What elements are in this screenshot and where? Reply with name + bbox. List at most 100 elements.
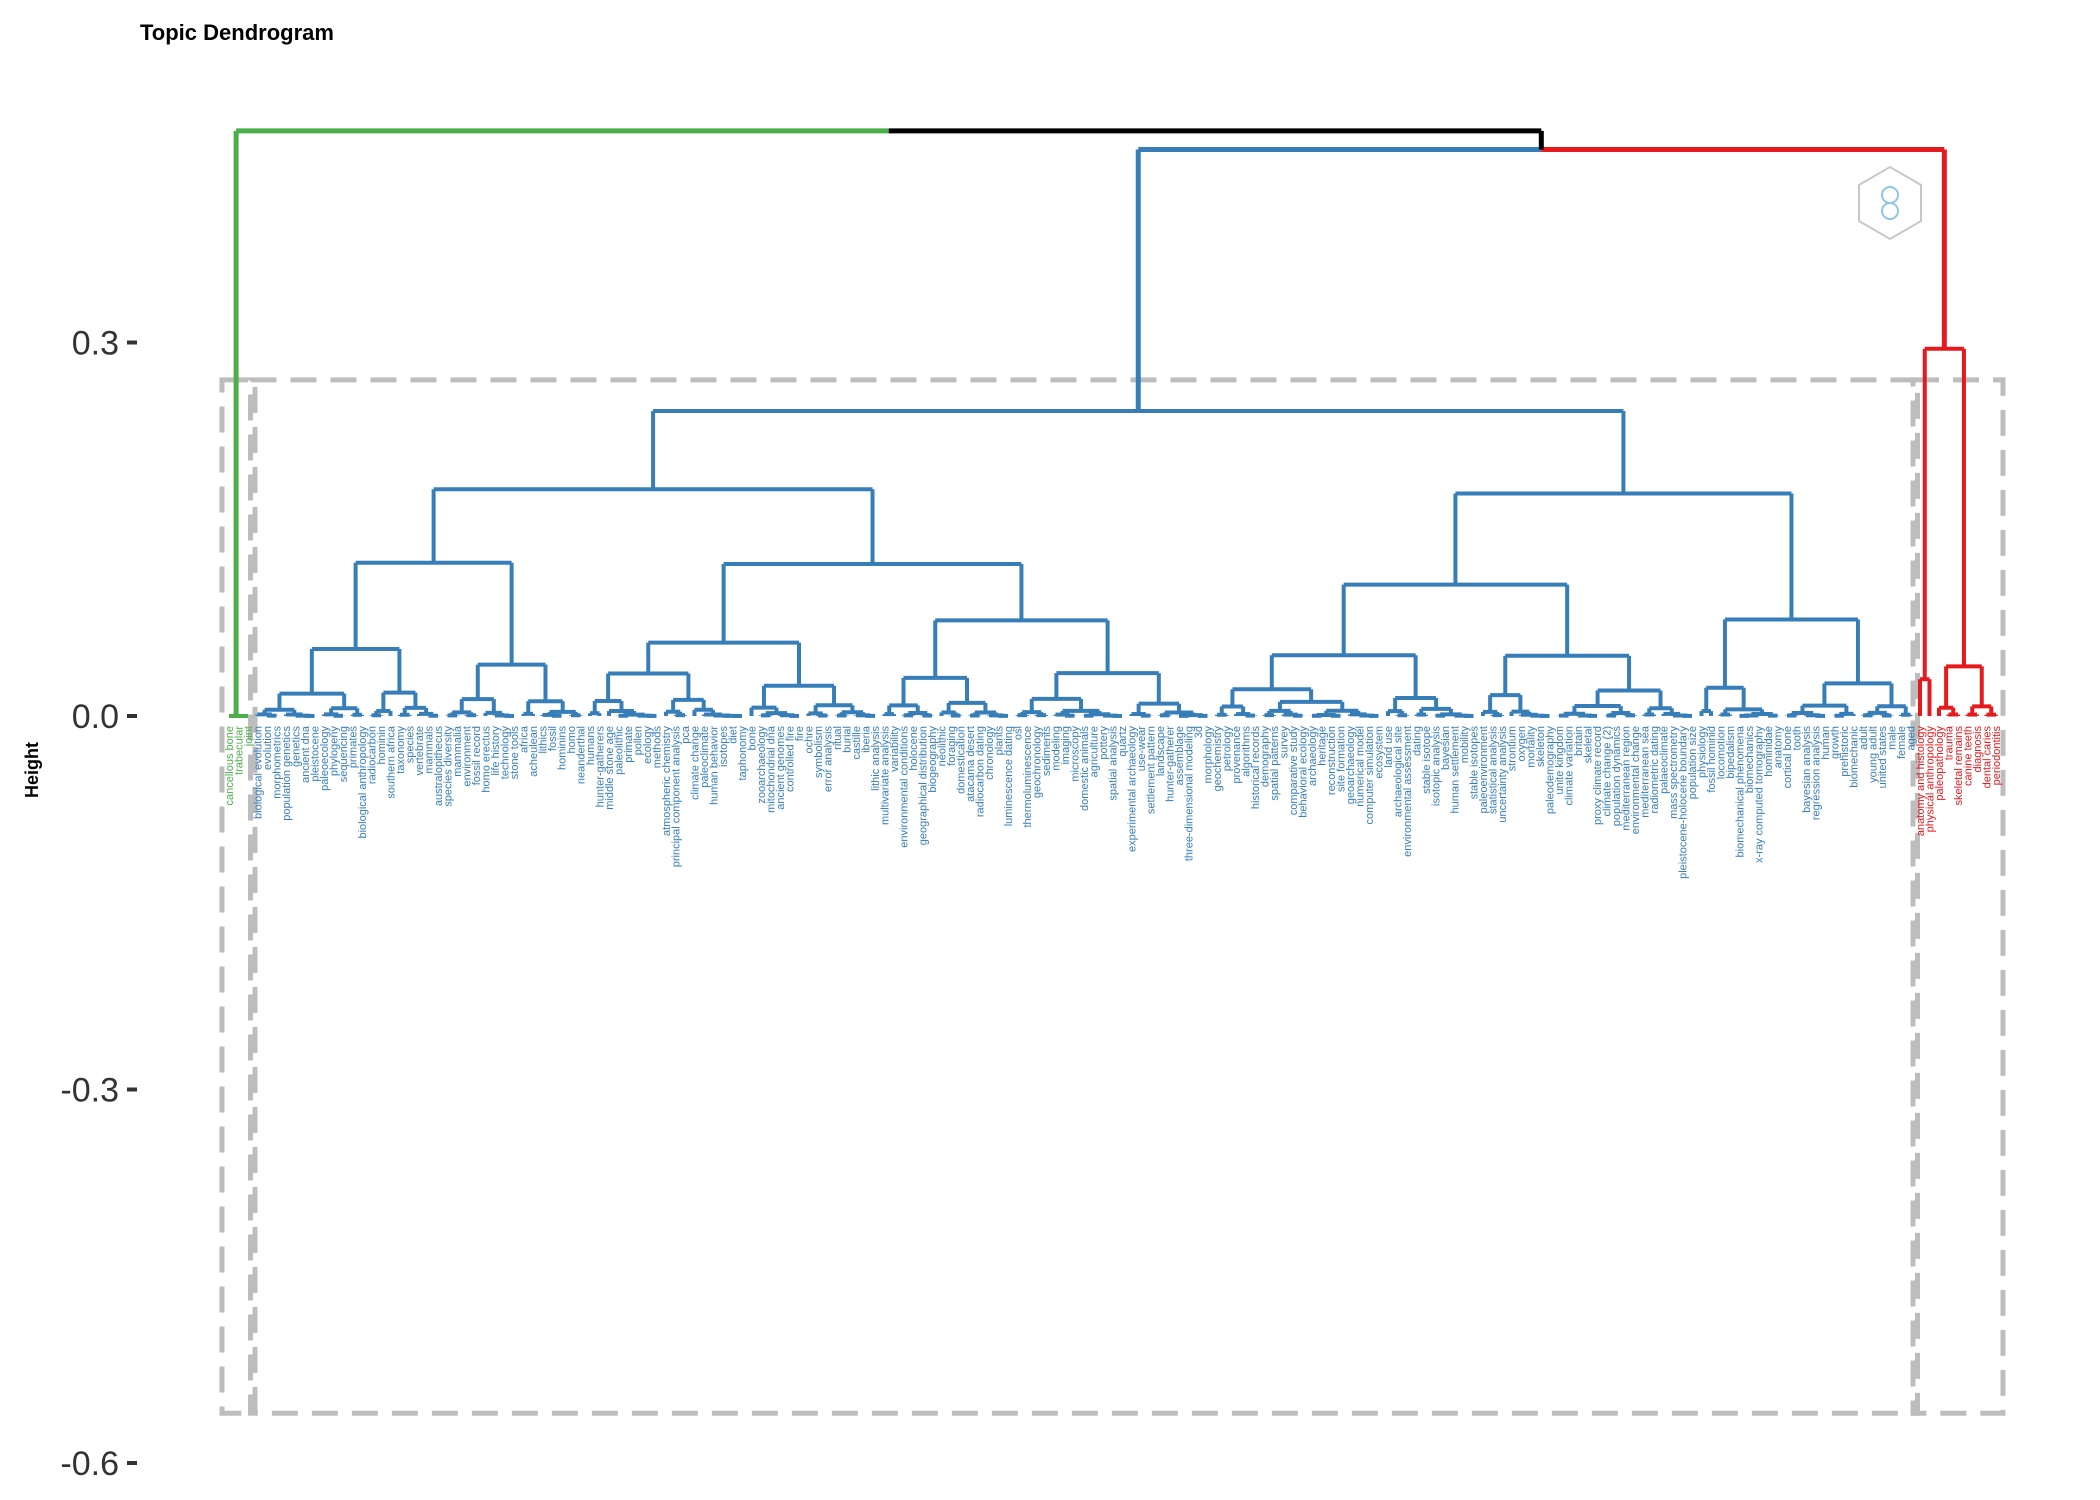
leaf-label: hunter-gatherers (595, 726, 607, 808)
leaf-label: diet (728, 726, 740, 744)
leaf-label: spatial analysis (1108, 726, 1120, 801)
leaf-label: burial (842, 726, 854, 753)
leaf-label: ecology (642, 726, 654, 764)
leaf-label: biological evolution (253, 726, 265, 819)
y-tick-label: 0.0 (72, 698, 119, 736)
leaf-label: acheulean (528, 726, 540, 777)
leaf-label: methods (652, 726, 664, 769)
leaf-label: agriculture (1089, 726, 1101, 777)
leaf-label: environmental conditions (899, 726, 911, 848)
leaf-label: paleoecology (319, 726, 331, 791)
leaf-label: mammals (424, 726, 436, 774)
leaf-label: historical records (1250, 726, 1262, 810)
leaf-label: stone tools (509, 726, 521, 780)
leaf-label: radiocarbon (367, 726, 379, 784)
leaf-label: landscape (1155, 726, 1167, 776)
chart-title: Topic Dendrogram (140, 20, 334, 45)
leaf-label: evolution (262, 726, 274, 770)
leaf-label: assemblage (1174, 726, 1186, 785)
leaf-label: southern africa (386, 725, 398, 799)
leaf-label: ecosystem (1374, 726, 1386, 779)
leaf-label: paleoenvironment (1478, 726, 1490, 813)
leaf-label: spatial patterns (1269, 726, 1281, 801)
leaf-label: skeletal (1583, 726, 1595, 763)
leaf-label: homo (566, 726, 578, 754)
y-tick-label: -0.3 (60, 1072, 119, 1110)
y-tick-label: -0.6 (60, 1445, 119, 1483)
leaf-label: stable isotopes (1469, 726, 1481, 800)
leaf-label: tooth (1792, 726, 1804, 750)
leaf-label: morphology (1203, 726, 1215, 784)
leaf-label: isotopes (718, 726, 730, 767)
leaf-label: multivariate analysis (880, 726, 892, 826)
leaf-label: domestic animals (1079, 726, 1091, 811)
leaf-label: climate change (2) (1602, 726, 1614, 817)
leaf-label: archaeological site (1393, 726, 1405, 817)
leaf-label: sequencing (338, 726, 350, 782)
leaf-label: ancient dna (300, 725, 312, 783)
leaf-label: x-ray computed tomography (1754, 726, 1766, 863)
leaf-label: aged (1906, 726, 1918, 750)
y-axis: 0.3 0.0 -0.3 -0.6 (60, 325, 137, 1483)
leaf-label: anatomy (1773, 726, 1785, 769)
leaf-label: anatomy and histology (1915, 726, 1927, 837)
leaf-label: radiocarbon dating (975, 726, 987, 817)
leaf-label: archaeology (1307, 726, 1319, 786)
leaf-label: paleoclimate (699, 726, 711, 788)
leaf-label: plants (994, 726, 1006, 756)
watermark-ring-bottom (1881, 202, 1899, 220)
leaf-label: human settlement (1450, 726, 1462, 813)
leaf-label: unite kingdom (1554, 726, 1566, 795)
y-axis-label: Height (22, 742, 42, 798)
leaf-label: principal component analysis (671, 726, 683, 868)
leaf-label: environmental change (1630, 726, 1642, 834)
leaf-label: domestication (956, 726, 968, 794)
leaf-label: paleolithic (614, 726, 626, 775)
leaf-label: trauma (1944, 725, 1956, 760)
leaf-label: environment (462, 726, 474, 787)
leaf-label: adult (1858, 726, 1870, 750)
leaf-label: morphometrics (272, 726, 284, 799)
leaf-label: hunter-gatherer (1165, 726, 1177, 802)
leaf-label: growth (1830, 726, 1842, 759)
leaf-label: mobility (1459, 726, 1471, 764)
leaf-label: hominidae (1763, 726, 1775, 777)
leaf-label: geochemistry (1212, 726, 1224, 792)
leaf-label: palaeoclimate (1659, 726, 1671, 794)
leaf-label: ancient genomes (775, 726, 787, 810)
leaf-label: bayesian analysis (1801, 726, 1813, 813)
leaf-label: atmospheric chemistry (661, 726, 673, 837)
cluster-rect (248, 377, 1920, 1416)
leaf-label: africa (519, 725, 531, 753)
leaf-label: use-wear (1136, 726, 1148, 772)
leaf-label: cortical bone (1782, 726, 1794, 788)
leaf-label: pca (680, 725, 692, 744)
leaf-label: fire (794, 726, 806, 741)
leaf-label: human (1820, 726, 1832, 760)
leaf-label: cancellous bone (224, 726, 236, 806)
leaf-label: heritage (1317, 726, 1329, 766)
leaf-label: geographical distribution (918, 726, 930, 845)
leaf-label: population dynamics (1611, 726, 1623, 827)
leaf-label: 3d (1193, 726, 1205, 738)
leaf-label: bayesian (1440, 726, 1452, 770)
leaf-label: isotopic analysis (1431, 726, 1443, 807)
leaf-label: radiometric dating (1649, 726, 1661, 813)
leaf-label: modeling (1051, 726, 1063, 771)
leaf-label: locomotion (1716, 726, 1728, 779)
leaf-label: technology (500, 726, 512, 780)
leaf-label: algorithms (1241, 726, 1253, 777)
leaf-label: atacama desert (965, 726, 977, 802)
leaf-label: zooarchaeology (756, 726, 768, 804)
leaf-label: computer simulation (1364, 726, 1376, 824)
leaf-label: survey (1279, 726, 1291, 759)
leaf-label: osl (1013, 726, 1025, 740)
leaf-label: provenance (1231, 726, 1243, 784)
leaf-label: diagnosis (1972, 726, 1984, 773)
leaf-label: biomechanical phenomena (1735, 725, 1747, 857)
dendrogram-branches (229, 128, 1998, 718)
leaf-label: neanderthal (576, 726, 588, 784)
leaf-label: vertebrate (414, 726, 426, 776)
leaf-label: error analysis (823, 726, 835, 793)
